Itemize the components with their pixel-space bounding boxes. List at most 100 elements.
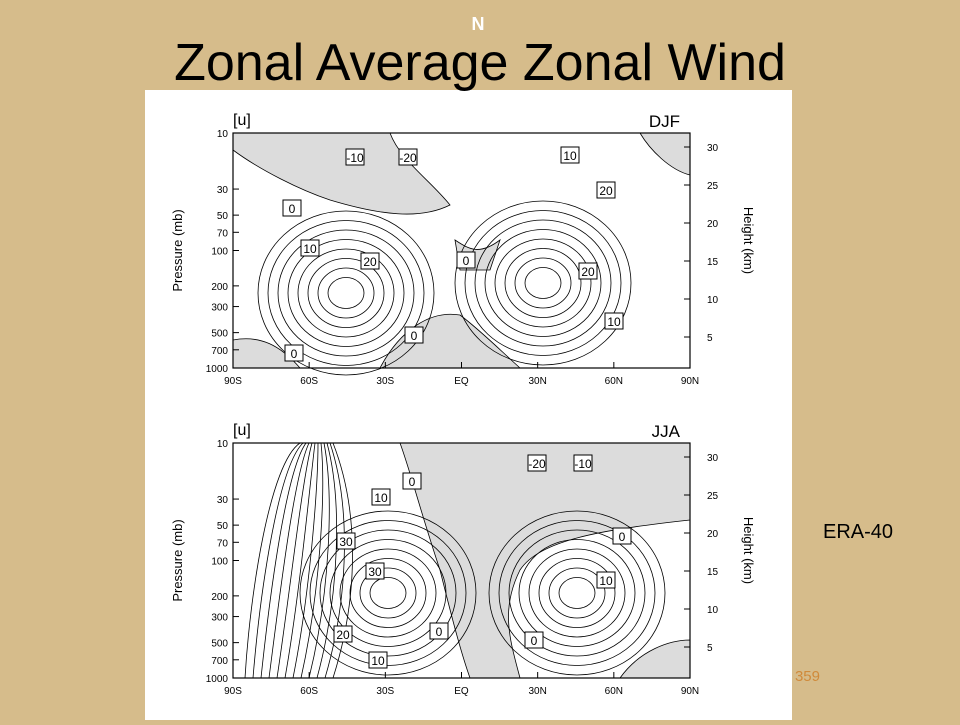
contour-line	[329, 539, 447, 647]
contour-line	[284, 442, 316, 679]
contour-label: 0	[436, 625, 443, 639]
contour-line	[524, 267, 562, 299]
contour-line	[494, 238, 592, 328]
contour-line	[474, 219, 612, 347]
contour-label: 20	[599, 184, 613, 198]
x-tick-label: 90N	[681, 376, 699, 387]
contour-line	[292, 442, 319, 679]
y2-tick-label: 15	[707, 567, 719, 578]
y-axis-label: Pressure (mb)	[170, 519, 185, 601]
y-tick-label: 300	[211, 303, 228, 314]
contour-label-box	[345, 148, 365, 166]
x-tick-label: 30N	[528, 376, 546, 387]
contour-label: 0	[531, 634, 538, 648]
contour-line	[504, 248, 582, 318]
contour-line	[276, 442, 313, 679]
contour-label: 0	[411, 329, 418, 343]
page-number: 359	[795, 668, 820, 685]
contour-line	[297, 248, 395, 338]
contour-label: -10	[346, 151, 364, 165]
y2-tick-label: 30	[707, 143, 719, 154]
contour-label-box	[596, 181, 616, 199]
contour-line	[339, 548, 437, 638]
contour-label-box	[402, 472, 422, 490]
contour-line	[252, 442, 304, 679]
y2-tick-label: 15	[707, 257, 719, 268]
y-tick-label: 70	[217, 538, 229, 549]
source-label: ERA-40	[823, 521, 893, 543]
contour-label: -10	[574, 457, 592, 471]
contour-label-box	[333, 625, 353, 643]
season-label: JJA	[652, 422, 681, 441]
x-tick-label: 90N	[681, 686, 699, 697]
y-tick-label: 500	[211, 639, 228, 650]
x-tick-label: 60S	[300, 686, 318, 697]
contour-line	[332, 442, 353, 679]
y-tick-label: 300	[211, 613, 228, 624]
contour-label: 10	[371, 654, 385, 668]
contour-label: 0	[463, 254, 470, 268]
contour-line	[464, 210, 622, 356]
y-tick-label: 1000	[206, 364, 229, 375]
y-tick-label: 50	[217, 521, 229, 532]
contour-label: 0	[409, 475, 416, 489]
variable-label: [u]	[233, 422, 251, 439]
contour-line	[260, 442, 307, 679]
contour-line	[316, 442, 337, 679]
contour-label-box	[398, 148, 418, 166]
y-tick-label: 30	[217, 495, 229, 506]
logo-mark: N	[472, 14, 485, 34]
y-tick-label: 50	[217, 211, 229, 222]
y2-tick-label: 20	[707, 529, 719, 540]
contour-line	[287, 239, 405, 347]
contour-label: -20	[528, 457, 546, 471]
contour-label: 20	[581, 265, 595, 279]
contour-line	[359, 567, 417, 619]
contour-label-box	[456, 251, 476, 269]
contour-line	[244, 442, 301, 679]
x-tick-label: 60S	[300, 376, 318, 387]
y-tick-label: 200	[211, 592, 228, 603]
contour-label-box	[404, 326, 424, 344]
x-tick-label: 30S	[376, 376, 394, 387]
contour-label-box	[371, 488, 391, 506]
x-tick-label: 30N	[528, 686, 546, 697]
contour-line	[349, 558, 427, 628]
contour-line	[558, 577, 596, 609]
season-label: DJF	[649, 112, 680, 131]
contour-line	[308, 442, 330, 679]
contour-line	[538, 558, 616, 628]
contour-line	[300, 442, 324, 679]
contour-line	[327, 277, 365, 309]
contour-label-box	[336, 532, 356, 550]
contour-label-box	[573, 454, 593, 472]
x-tick-label: 60N	[605, 686, 623, 697]
x-tick-label: 30S	[376, 686, 394, 697]
contour-line	[514, 257, 572, 309]
contour-line	[324, 442, 345, 679]
contour-line	[309, 520, 467, 666]
contour-label: 10	[563, 149, 577, 163]
y-tick-label: 100	[211, 247, 228, 258]
y2-axis-label: Height (km)	[741, 207, 756, 274]
y-tick-label: 30	[217, 185, 229, 196]
contour-label-box	[596, 571, 616, 589]
y-tick-label: 200	[211, 282, 228, 293]
y2-tick-label: 20	[707, 219, 719, 230]
contour-line	[267, 220, 425, 366]
y2-tick-label: 5	[707, 643, 713, 654]
contour-line	[518, 539, 636, 647]
contour-label: 20	[336, 628, 350, 642]
contour-label: 10	[599, 574, 613, 588]
y2-tick-label: 25	[707, 181, 719, 192]
y2-tick-label: 30	[707, 453, 719, 464]
contour-label: 30	[368, 565, 382, 579]
contour-line	[369, 577, 407, 609]
contour-line	[454, 200, 632, 366]
contour-line	[268, 442, 310, 679]
y-tick-label: 700	[211, 656, 228, 667]
contour-label-box	[560, 146, 580, 164]
